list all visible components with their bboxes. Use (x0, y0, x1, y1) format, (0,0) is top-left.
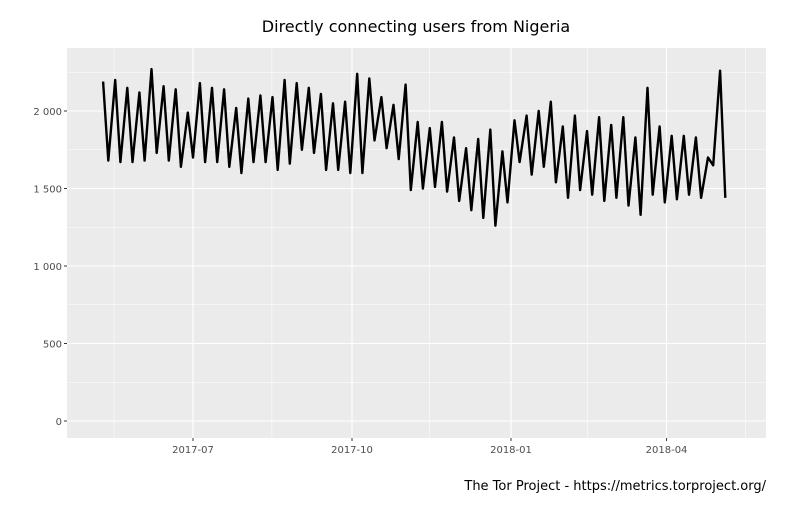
x-tick-label: 2017-07 (172, 445, 214, 456)
y-tick-label: 2 000 (33, 107, 62, 118)
y-tick-label: 500 (43, 340, 62, 351)
x-tick-label: 2018-01 (490, 445, 532, 456)
y-tick-label: 0 (56, 417, 62, 428)
panel-background (67, 48, 766, 438)
y-axis: 0 500 1 000 1 500 2 000 (33, 107, 67, 428)
x-axis: 2017-07 2017-10 2018-01 2018-04 (172, 438, 687, 456)
y-tick-label: 1 500 (33, 185, 62, 196)
x-tick-label: 2017-10 (331, 445, 373, 456)
y-tick-label: 1 000 (33, 262, 62, 273)
chart-caption: The Tor Project - https://metrics.torpro… (463, 479, 766, 494)
chart-title: Directly connecting users from Nigeria (262, 17, 570, 36)
x-tick-label: 2018-04 (646, 445, 688, 456)
